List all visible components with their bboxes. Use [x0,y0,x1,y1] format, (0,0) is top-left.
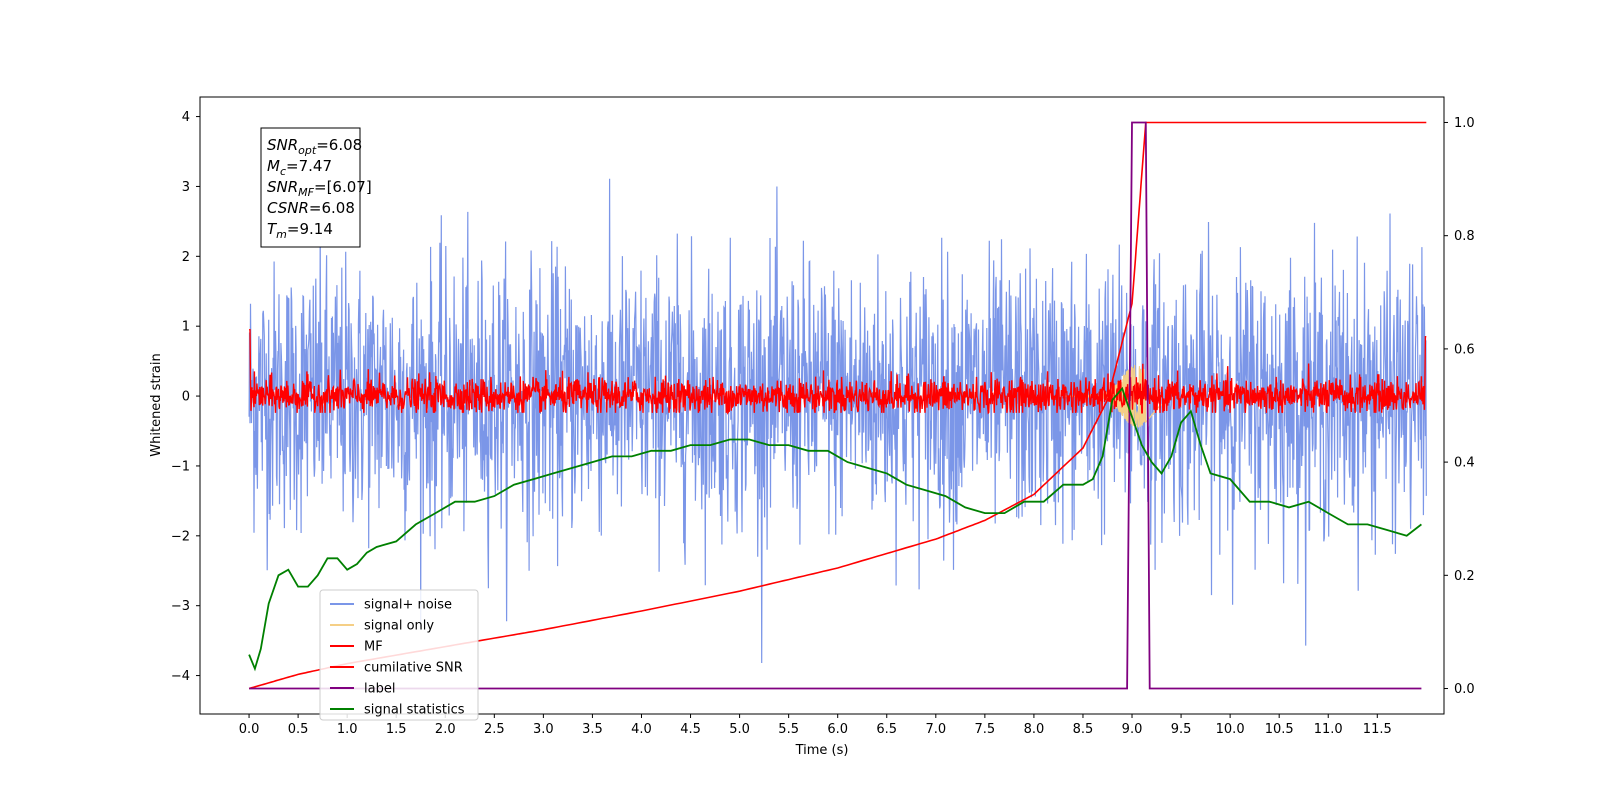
x-tick-label: 6.5 [876,722,897,737]
x-tick-label: 5.0 [729,722,750,737]
series-label [249,121,1422,690]
y-tick-label: 3 [182,180,190,195]
y-tick-label: −1 [171,459,190,474]
annotation-value: =6.08 [309,199,355,217]
legend-label: signal+ noise [364,598,452,613]
annotation-frame [260,127,361,248]
x-tick-label: 11.0 [1314,722,1343,737]
x-tick-label: 3.0 [533,722,554,737]
x-tick-label: 9.0 [1122,722,1143,737]
x-tick-label: 4.0 [631,722,652,737]
annotation-symbol: SNR [267,178,298,196]
series-signal-statistics [248,386,1422,672]
annotation-subscript: m [276,228,287,241]
y-tick-label: 2 [182,250,190,265]
x-tick-label: 9.5 [1171,722,1192,737]
x-tick-label: 10.0 [1216,722,1245,737]
x-tick-label: 11.5 [1363,722,1392,737]
annotation-subscript: MF [298,186,314,199]
y2-tick-label: 0.6 [1454,342,1475,357]
annotation-symbol: SNR [267,136,298,154]
legend-label: MF [364,640,383,655]
y-tick-label: −2 [171,529,190,544]
y2-tick-label: 0.0 [1454,682,1475,697]
x-tick-label: 2.0 [435,722,456,737]
x-tick-label: 3.5 [582,722,603,737]
legend-label: signal only [364,619,434,634]
series-signal-noise [248,178,1427,664]
plot-frame [199,96,1445,715]
y-tick-label: −4 [171,669,190,684]
annotation-line: Mc=7.47 [267,157,332,178]
x-tick-label: 10.5 [1265,722,1294,737]
legend-frame [319,589,479,721]
x-tick-label: 1.0 [337,722,358,737]
x-tick-label: 0.0 [239,722,260,737]
annotation-value: =9.14 [287,220,333,238]
legend-label: cumilative SNR [364,661,463,676]
annotation-subscript: opt [298,144,317,157]
annotation-line: SNRopt=6.08 [267,136,362,157]
x-tick-label: 8.5 [1073,722,1094,737]
legend-label: label [364,682,395,697]
annotation-symbol: T [267,220,278,238]
y2-tick-label: 1.0 [1454,116,1475,131]
y2-tick-label: 0.8 [1454,229,1475,244]
x-tick-label: 5.5 [778,722,799,737]
x-axis-label: Time (s) [795,743,849,758]
legend: signal+ noise signal only MF cumilative SNR… [319,589,479,721]
annotation-subscript: c [280,165,286,178]
annotation-line: SNRMF=[6.07] [267,178,372,199]
y-tick-label: 4 [182,110,190,125]
y2-tick-label: 0.4 [1454,456,1475,471]
snr-annotation-box: SNRopt=6.08Mc=7.47SNRMF=[6.07]CSNR=6.08T… [260,127,372,248]
annotation-value: =6.08 [316,136,362,154]
x-tick-label: 0.5 [288,722,309,737]
x-tick-label: 2.5 [484,722,505,737]
annotation-line: Tm=9.14 [267,220,333,241]
annotation-value: =7.47 [286,157,332,175]
x-tick-label: 4.5 [680,722,701,737]
series-mf [249,329,1427,415]
y-tick-label: 1 [182,320,190,335]
x-tick-label: 8.0 [1024,722,1045,737]
x-tick-label: 1.5 [386,722,407,737]
axes: 0.0 0.5 1.0 1.5 2.0 2.5 3.0 3.5 4.0 4.5 5.0 5.5 6.0 6… [171,110,1475,737]
legend-label: signal statistics [364,703,465,718]
annotation-symbol: CSNR [267,199,309,217]
annotation-value: =[6.07] [314,178,372,196]
x-tick-label: 7.5 [975,722,996,737]
y-axis-label: Whitened strain [149,353,164,456]
x-tick-label: 6.0 [827,722,848,737]
annotation-line: CSNR=6.08 [267,199,355,217]
y-tick-label: −3 [171,599,190,614]
y-tick-label: 0 [182,390,190,405]
annotation-symbol: M [267,157,280,175]
x-tick-label: 7.0 [925,722,946,737]
y2-tick-label: 0.2 [1454,569,1475,584]
